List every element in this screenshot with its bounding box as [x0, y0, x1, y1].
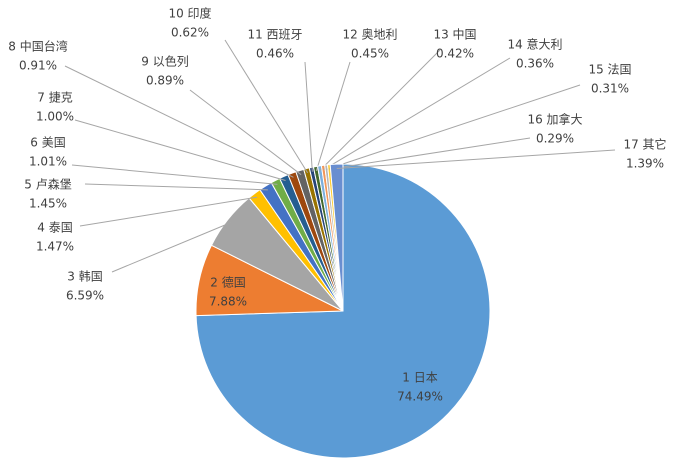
slice-value: 1.45%	[29, 197, 67, 211]
slice-label: 5 卢森堡	[24, 177, 71, 192]
leader-line	[323, 57, 511, 171]
slice-value: 0.29%	[536, 132, 574, 146]
slice-label: 3 韩国	[67, 269, 102, 284]
slice-label: 9 以色列	[141, 55, 188, 69]
slice-value: 0.31%	[591, 82, 629, 96]
slice-label: 2 德国	[210, 275, 245, 290]
slice-label: 7 捷克	[37, 91, 72, 105]
slice-label: 4 泰国	[37, 221, 72, 235]
slice-value: 1.47%	[36, 240, 74, 254]
slice-label: 13 中国	[433, 27, 476, 42]
slice-value: 0.46%	[256, 47, 294, 61]
slice-label: 12 奥地利	[342, 28, 397, 42]
slice-value: 1.01%	[29, 155, 67, 169]
leader-line	[84, 183, 268, 191]
leader-line	[111, 221, 232, 273]
slice-label: 10 印度	[168, 6, 211, 21]
slice-value: 1.00%	[36, 110, 74, 124]
leader-line	[74, 119, 286, 181]
slice-label: 6 美国	[30, 136, 65, 150]
pie-slice	[329, 163, 344, 312]
slice-label: 16 加拿大	[527, 112, 582, 127]
slice-label: 15 法国	[588, 63, 631, 77]
leader-line	[329, 137, 531, 170]
leader-line	[336, 149, 616, 170]
slice-value: 74.49%	[397, 390, 443, 404]
slice-label: 1 日本	[402, 371, 437, 385]
leader-line	[79, 196, 258, 227]
leader-line	[224, 39, 309, 174]
slice-value: 0.91%	[19, 59, 57, 73]
slice-value: 0.45%	[351, 47, 389, 61]
leader-line	[319, 49, 441, 171]
leader-line	[326, 84, 581, 170]
leader-line	[304, 61, 313, 172]
slice-value: 0.89%	[146, 74, 184, 88]
slice-label: 8 中国台湾	[8, 39, 67, 54]
slice-value: 1.39%	[626, 157, 664, 171]
slice-value: 0.62%	[171, 26, 209, 40]
slice-value: 0.42%	[436, 47, 474, 61]
slice-label: 17 其它	[623, 137, 666, 152]
slice-label: 11 西班牙	[247, 28, 302, 42]
leader-line	[315, 61, 351, 172]
leader-line	[189, 89, 302, 176]
slice-value: 0.36%	[516, 57, 554, 71]
slice-value: 7.88%	[209, 295, 247, 309]
slice-label: 14 意大利	[507, 37, 562, 52]
leader-line	[64, 65, 294, 178]
leader-line	[71, 164, 278, 185]
slice-value: 6.59%	[66, 289, 104, 303]
